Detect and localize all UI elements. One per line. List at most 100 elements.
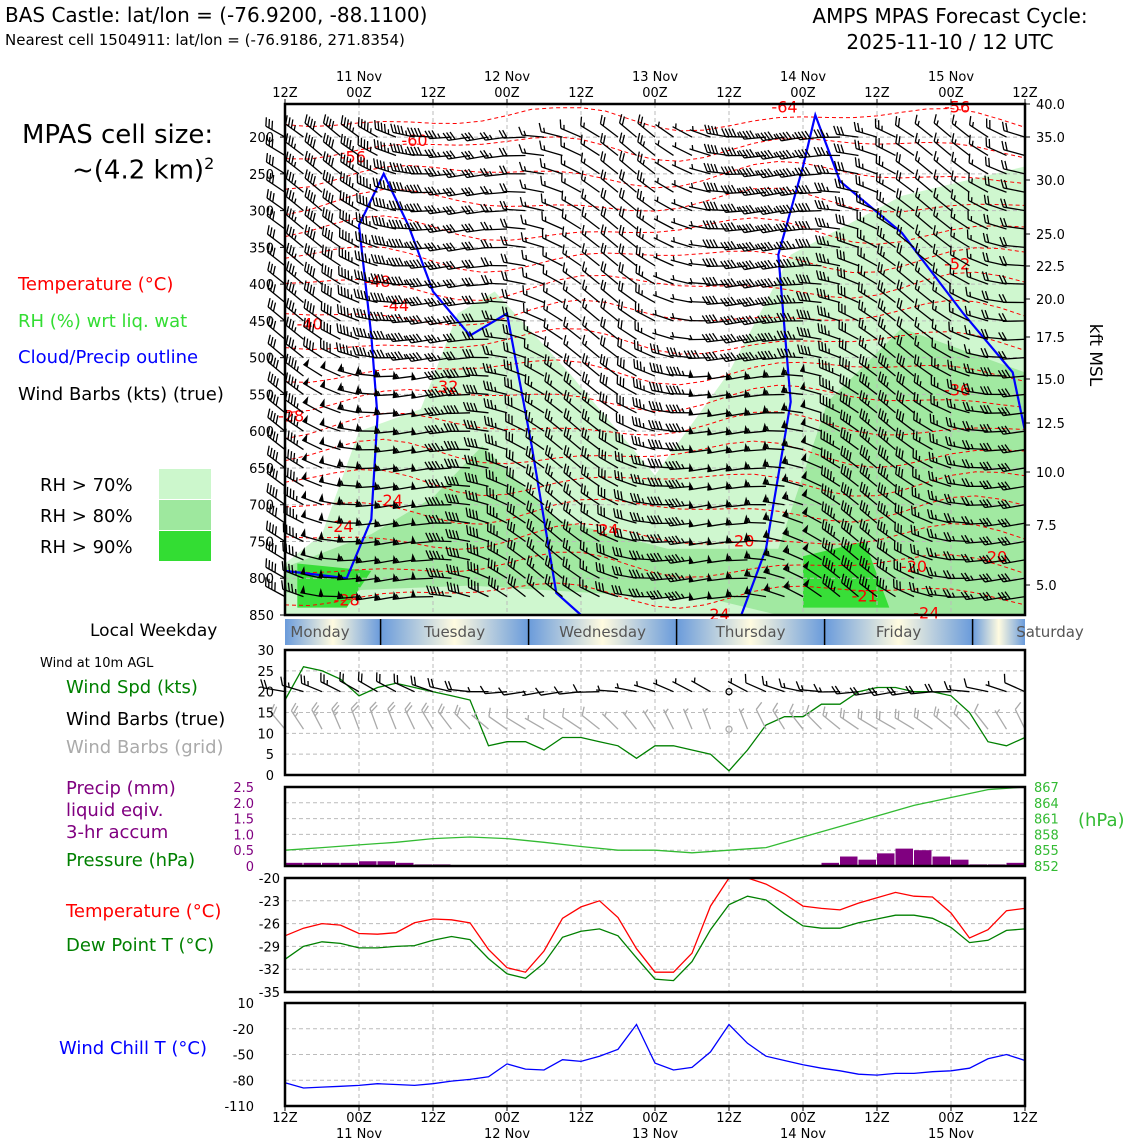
wind-barb — [466, 525, 489, 543]
wind-barb — [461, 295, 489, 305]
wind-barb — [300, 585, 323, 598]
wind-barb-flag — [399, 163, 404, 173]
wind-barb — [520, 232, 545, 248]
wind-barb — [373, 158, 397, 175]
wind-barb-flag — [345, 231, 347, 241]
wind-barb-flag — [595, 561, 598, 572]
wind-barb-flag — [272, 284, 276, 294]
wind-barb — [580, 152, 600, 175]
wind-barb-staff — [411, 540, 434, 545]
wind-barb-flag — [342, 173, 346, 183]
wind-barb-halfflag — [404, 223, 408, 229]
wind-barb-staff — [503, 208, 526, 212]
wind-barb-flag — [266, 464, 270, 474]
wind-barb-halfflag — [437, 151, 441, 157]
wind-barb — [424, 514, 452, 524]
wind-barb-flag — [539, 140, 543, 150]
wind-barb-flag — [271, 120, 274, 130]
wind-barb-flag — [358, 213, 361, 223]
wind-barb-halfflag — [340, 499, 344, 505]
wind-barb — [372, 177, 397, 193]
wind-barb-flag — [270, 355, 274, 365]
wind-barb-pennant — [411, 408, 417, 417]
wind-barb-flag — [323, 321, 325, 331]
wind-barb — [443, 440, 471, 451]
wind-barb — [318, 588, 341, 598]
wind-barb-flag — [540, 193, 543, 203]
wind-barb-flag — [485, 363, 490, 373]
wind-barb-pennant — [392, 463, 398, 472]
wind-barb-flag — [498, 129, 505, 139]
wind-barb-flag — [412, 296, 419, 306]
wind-barb-flag — [543, 336, 547, 346]
wind-barb-staff — [762, 429, 785, 432]
wind-barb-flag — [529, 575, 533, 585]
wind-barb-staff — [392, 283, 415, 286]
wind-barb-flag — [449, 547, 453, 557]
wind-barb-flag — [461, 169, 468, 178]
wind-barb — [634, 301, 656, 322]
wind-barb-pennant — [374, 555, 380, 564]
wind-barb-flag — [451, 476, 456, 486]
wind-barb-flag — [325, 171, 329, 181]
wind-barb-flag — [491, 471, 494, 481]
wind-barb-staff — [597, 513, 619, 524]
wind-barb-halfflag — [368, 258, 371, 264]
wind-barb-flag — [289, 488, 292, 498]
wind-barb-staff — [303, 326, 323, 340]
wind-barb-flag — [463, 419, 468, 429]
wind-barb-flag — [268, 578, 270, 588]
temperature-contour-label: -64 — [771, 98, 797, 117]
wind-barb — [355, 422, 378, 432]
wind-barb — [544, 574, 563, 598]
wind-barb-pennant — [319, 455, 325, 464]
wind-barb — [357, 155, 378, 175]
wind-barb — [355, 460, 378, 470]
wind-barb — [616, 393, 637, 414]
wind-barb — [374, 462, 397, 472]
wind-barb-halfflag — [358, 426, 363, 432]
wind-barb-halfflag — [584, 340, 588, 346]
wind-barb-flag — [267, 427, 271, 437]
wind-barb-flag — [618, 206, 622, 216]
wind-barb-flag — [616, 490, 620, 500]
wind-barb-flag — [353, 269, 357, 279]
wind-barb-flag — [519, 179, 524, 189]
wind-barb-halfflag — [358, 463, 363, 469]
wind-barb-flag — [271, 580, 273, 590]
wind-barb-staff — [411, 375, 434, 381]
wind-barb-halfflag — [550, 508, 553, 514]
wind-barb-pennant — [707, 371, 713, 380]
wind-barb-flag — [309, 284, 313, 294]
wind-barb-flag — [356, 193, 358, 203]
wind-barb-flag — [364, 272, 368, 282]
wind-barb-staff — [302, 382, 323, 395]
wind-barb — [304, 132, 323, 156]
wind-barb-staff — [286, 214, 304, 230]
wind-barb — [321, 225, 341, 248]
wind-barb-flag — [359, 309, 364, 319]
wind-barb-halfflag — [376, 558, 381, 563]
wind-barb-flag — [618, 585, 623, 595]
wind-barb-halfflag — [387, 166, 390, 172]
wind-barb-halfflag — [295, 533, 298, 539]
wind-barb-flag — [489, 505, 492, 515]
wind-barb-flag — [275, 396, 279, 406]
wind-barb-flag — [268, 118, 271, 128]
wind-barb-flag — [600, 506, 602, 516]
wind-barb-staff — [466, 462, 489, 469]
wind-barb-flag — [509, 467, 512, 477]
wind-barb-halfflag — [568, 564, 571, 570]
wind-barb-flag — [285, 206, 290, 216]
wind-barb-staff — [581, 233, 600, 248]
wind-barb-staff — [448, 136, 471, 142]
wind-barb-flag — [288, 190, 292, 200]
wind-barb — [559, 119, 582, 138]
wind-barb-flag — [501, 306, 505, 316]
wind-barb-staff — [304, 251, 323, 267]
wind-barb — [442, 368, 471, 379]
wind-barb-staff — [561, 163, 582, 175]
wind-barb — [545, 481, 563, 506]
wind-barb-flag — [461, 188, 468, 197]
wind-barb-pennant — [318, 588, 324, 597]
